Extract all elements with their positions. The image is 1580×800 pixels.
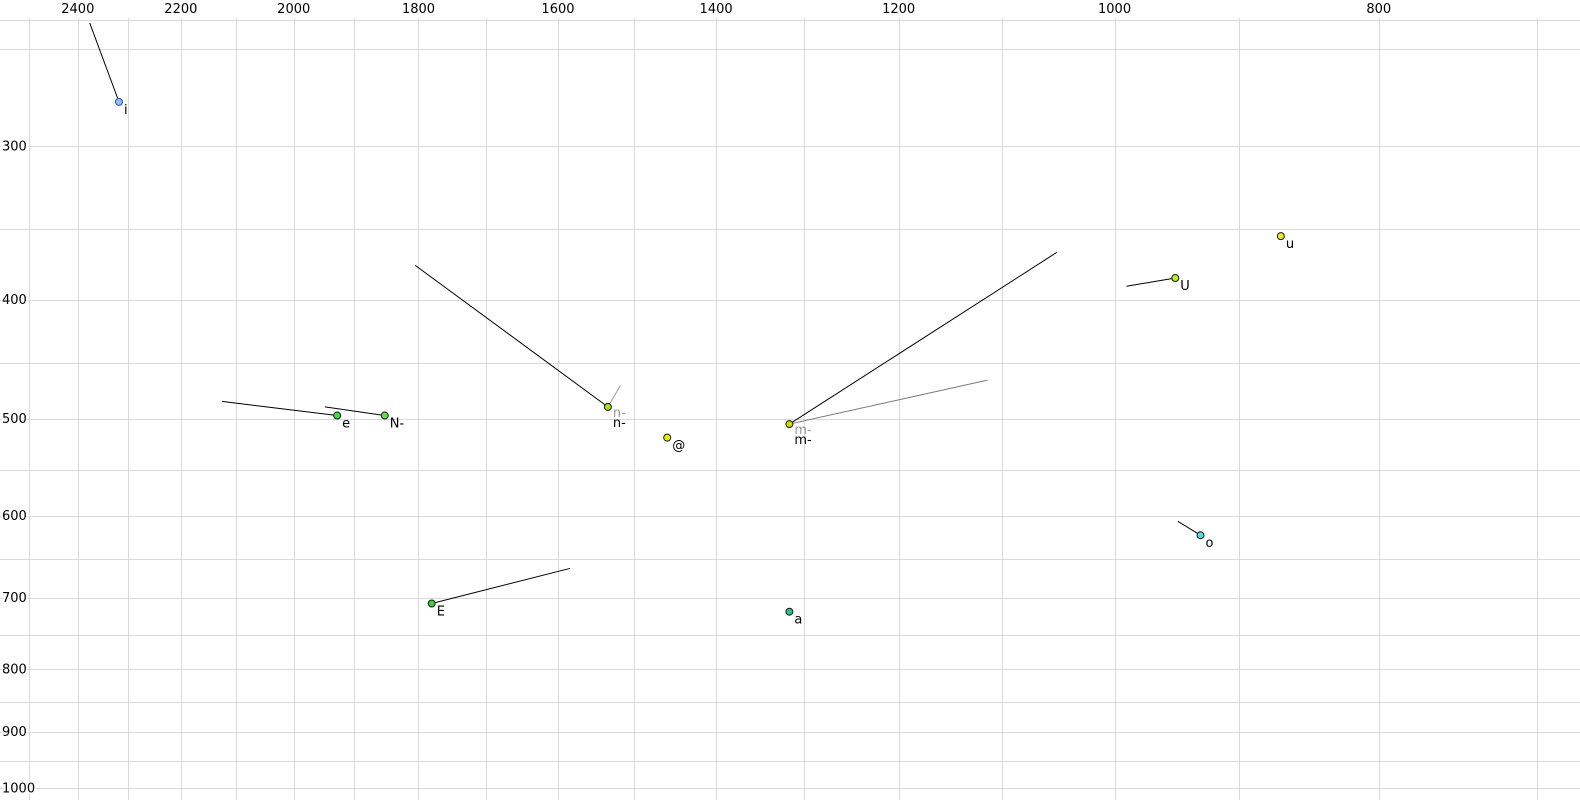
data-point: [663, 433, 672, 442]
x-tick-label: 1600: [541, 2, 574, 17]
data-point: [1196, 531, 1205, 540]
x-tick-label: 1800: [402, 2, 435, 17]
y-tick-label: 300: [2, 139, 27, 154]
point-ghost-label: m-: [794, 423, 812, 438]
data-point: [380, 411, 389, 420]
x-tick-label: 2200: [164, 2, 197, 17]
point-label: o: [1205, 536, 1213, 551]
y-tick-label: 700: [2, 591, 27, 606]
point-label: m-: [794, 433, 812, 448]
point-label: e: [342, 417, 350, 432]
x-tick-label: 1200: [882, 2, 915, 17]
point-label: a: [794, 613, 802, 628]
point-ghost-label: n-: [613, 406, 626, 421]
x-tick-label: 800: [1366, 2, 1391, 17]
y-tick-label: 500: [2, 412, 27, 427]
formant-tail-line: [431, 567, 570, 604]
point-label: E: [437, 604, 445, 619]
x-tick-label: 2400: [61, 2, 94, 17]
point-label: U: [1180, 279, 1190, 294]
data-point: [785, 420, 794, 429]
y-tick-label: 600: [2, 509, 27, 524]
data-point: [603, 402, 612, 411]
y-tick-label: 1000: [2, 781, 35, 796]
data-point: [427, 599, 436, 608]
y-tick-label: 800: [2, 662, 27, 677]
formant-tail-line: [324, 406, 385, 417]
x-tick-label: 1000: [1098, 2, 1131, 17]
data-point: [785, 607, 794, 616]
x-tick-label: 1400: [700, 2, 733, 17]
formant-tail-line: [1126, 277, 1176, 287]
point-label: i: [124, 103, 128, 118]
point-label: @: [672, 439, 685, 454]
formant-tail-line: [789, 379, 988, 425]
formant-tail-line: [89, 22, 120, 103]
formant-tail-line: [414, 264, 609, 408]
data-point: [1276, 232, 1285, 241]
point-label: u: [1286, 237, 1294, 252]
data-point: [333, 411, 342, 420]
formant-tail-line: [221, 400, 338, 417]
formant-tail-line: [607, 385, 621, 408]
point-label: N-: [390, 417, 405, 432]
formant-tail-line: [789, 251, 1058, 425]
formant-tail-line: [1177, 520, 1201, 536]
data-point: [114, 97, 123, 106]
data-point: [1171, 273, 1180, 282]
point-label: n-: [613, 416, 626, 431]
y-tick-label: 400: [2, 293, 27, 308]
x-tick-label: 2000: [277, 2, 310, 17]
y-tick-label: 900: [2, 725, 27, 740]
